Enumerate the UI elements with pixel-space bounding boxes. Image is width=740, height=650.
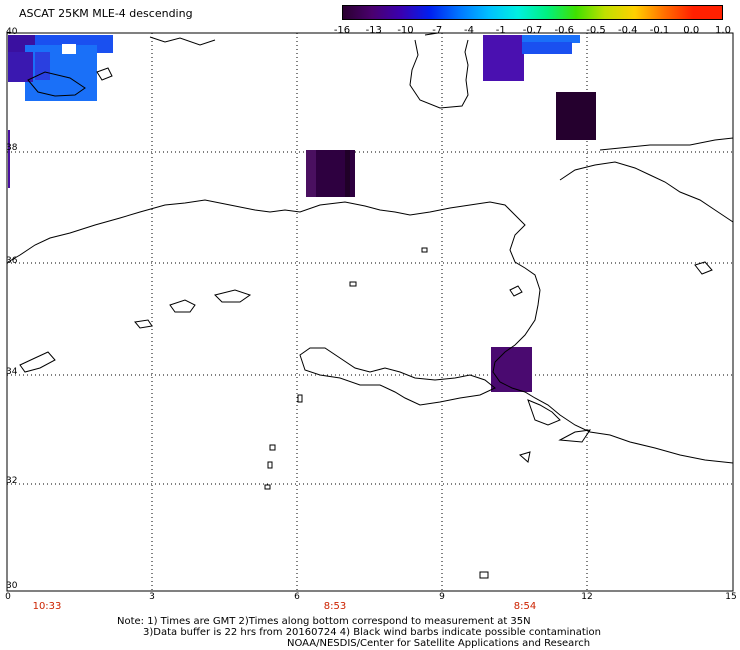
swath-cell bbox=[8, 130, 10, 188]
swath-cell bbox=[491, 347, 532, 392]
color-scale-label: -0.5 bbox=[586, 25, 606, 36]
note-line-2: 3)Data buffer is 22 hrs from 20160724 4)… bbox=[143, 627, 601, 638]
graticule bbox=[7, 33, 733, 591]
lon-label-6: 6 bbox=[294, 592, 300, 602]
color-scale-segment bbox=[343, 6, 373, 19]
pass-time-1: 10:33 bbox=[32, 601, 62, 612]
color-scale-label: -4 bbox=[464, 25, 474, 36]
lon-label-0: 0 bbox=[5, 592, 11, 602]
color-scale-segment bbox=[430, 6, 460, 19]
color-scale-label: -0.7 bbox=[522, 25, 543, 36]
swath-cell bbox=[8, 52, 33, 82]
lon-label-12: 12 bbox=[581, 592, 593, 602]
color-scale-label: -0.4 bbox=[617, 25, 638, 36]
color-scale-label: -0.6 bbox=[554, 25, 575, 36]
color-scale-segment bbox=[663, 6, 693, 19]
pass-time-3: 8:54 bbox=[513, 601, 537, 612]
color-scale-label: -7 bbox=[432, 25, 443, 36]
color-scale-segment bbox=[488, 6, 518, 19]
swath-cell bbox=[306, 150, 316, 197]
map-frame bbox=[6, 32, 734, 592]
map-title: ASCAT 25KM MLE-4 descending bbox=[19, 7, 193, 20]
color-scale-label: 1.0 bbox=[715, 25, 731, 36]
lat-label-36: 36 bbox=[6, 256, 18, 266]
color-scale-segment bbox=[459, 6, 489, 19]
swath-cell bbox=[522, 35, 580, 43]
color-scale-label: -16 bbox=[333, 25, 351, 36]
scatterometer-swaths bbox=[8, 35, 596, 392]
lat-label-34: 34 bbox=[6, 367, 18, 377]
lon-label-9: 9 bbox=[439, 592, 445, 602]
swath-cell bbox=[522, 42, 572, 54]
note-line-1: Note: 1) Times are GMT 2)Times along bot… bbox=[117, 616, 531, 627]
coastlines bbox=[7, 32, 734, 579]
color-scale-label: -1 bbox=[495, 25, 506, 36]
color-scale-label: -10 bbox=[397, 25, 414, 36]
color-scale-segment bbox=[692, 6, 723, 19]
color-scale-label: -13 bbox=[365, 25, 382, 36]
lat-label-32: 32 bbox=[6, 476, 18, 486]
swath-cell bbox=[345, 150, 350, 197]
swath-cell bbox=[35, 52, 50, 80]
color-scale-segment bbox=[517, 6, 548, 19]
color-scale-bar bbox=[342, 5, 723, 20]
color-scale-label: -0.1 bbox=[649, 25, 670, 36]
swath-cell bbox=[483, 35, 524, 81]
pass-time-2: 8:53 bbox=[323, 601, 347, 612]
swath-gap bbox=[62, 44, 76, 54]
color-scale-segment bbox=[372, 6, 402, 19]
lat-label-30: 30 bbox=[6, 581, 18, 591]
color-scale-segment bbox=[634, 6, 664, 19]
lon-label-15: 15 bbox=[725, 592, 737, 602]
color-scale-segment bbox=[576, 6, 606, 19]
lat-label-38: 38 bbox=[6, 143, 18, 153]
lon-label-3: 3 bbox=[149, 592, 155, 602]
lat-label-40: 40 bbox=[6, 27, 18, 37]
swath-cell bbox=[556, 92, 596, 140]
color-scale-labels: -16 -13 -10 -7 -4 -1 -0.7 -0.6 -0.5 -0.4 -0.1 0.0 1.… bbox=[330, 25, 731, 39]
color-scale-segment bbox=[401, 6, 431, 19]
color-scale-label: 0.0 bbox=[683, 25, 700, 36]
note-line-3: NOAA/NESDIS/Center for Satellite Applica… bbox=[287, 638, 591, 649]
color-scale-segment bbox=[547, 6, 577, 19]
color-scale-segment bbox=[605, 6, 635, 19]
